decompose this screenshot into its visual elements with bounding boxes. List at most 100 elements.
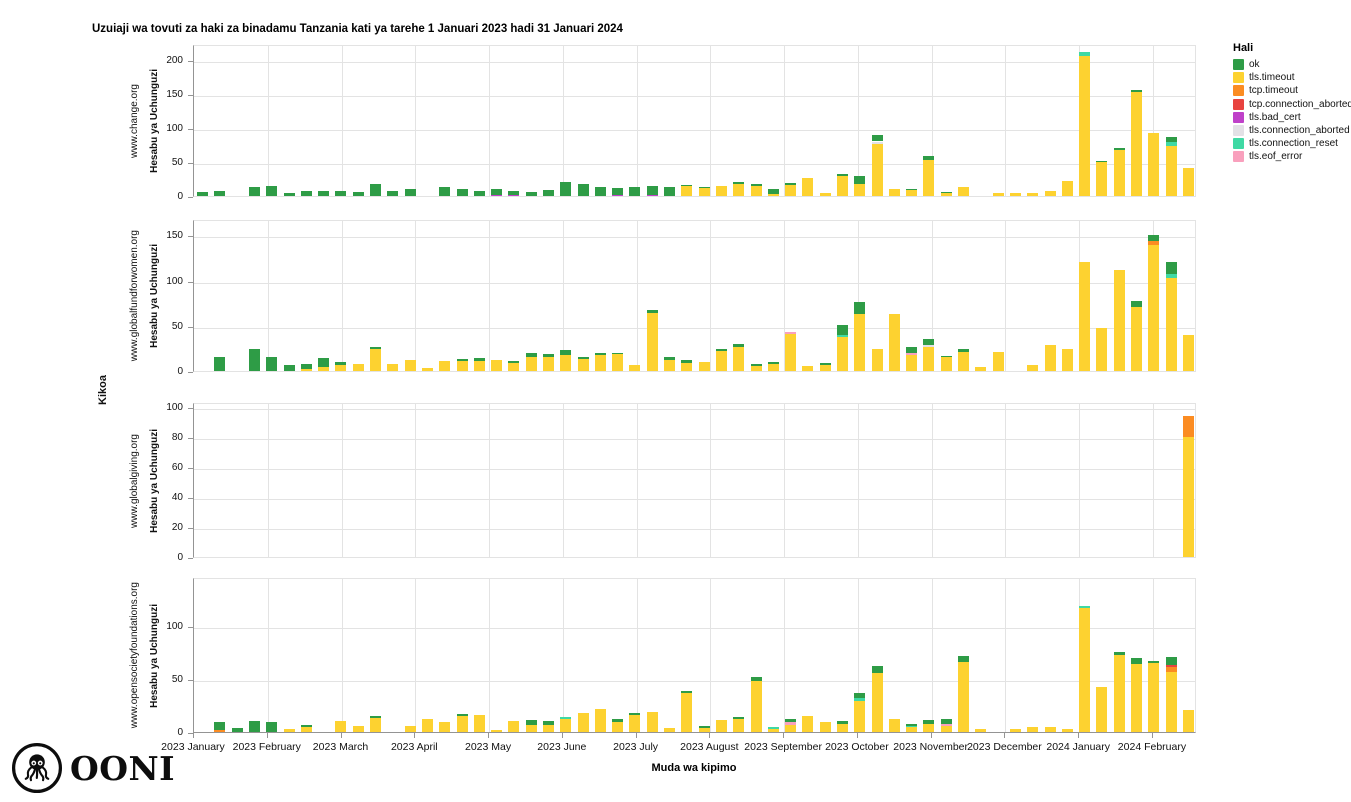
bar-segment-ok: [767, 361, 779, 364]
x-gridline: [636, 221, 638, 371]
bar-segment-ok: [456, 188, 468, 196]
bar-week-2023-10-01: [871, 349, 883, 371]
bar-week-2023-02-19: [318, 358, 330, 371]
bar-segment-tls.timeout: [421, 719, 433, 732]
legend-items: ok tls.timeout tcp.timeout tcp.connection_a…: [1233, 58, 1351, 164]
bar-segment-tls.timeout: [1165, 671, 1177, 732]
bar-segment-tls.bad_cert: [491, 194, 503, 196]
bar-week-2023-11-12: [975, 367, 987, 371]
y-gridline: [194, 468, 1195, 470]
bar-segment-ok: [543, 189, 554, 196]
x-gridline: [341, 404, 343, 557]
bar-week-2023-07-16: [681, 360, 693, 371]
bar-segment-tls.timeout: [767, 363, 779, 371]
bar-segment-tls.timeout: [1113, 149, 1125, 196]
bar-week-2023-12-03: [1027, 726, 1039, 732]
bar-segment-ok: [266, 357, 278, 371]
bar-segment-tls.timeout: [456, 716, 468, 732]
legend-swatch: [1233, 98, 1244, 110]
y-tick-mark: [188, 197, 193, 198]
y-tick-label: 50: [171, 320, 183, 332]
bar-week-2023-07-02: [646, 711, 658, 732]
bar-week-2023-01-01: [197, 191, 209, 196]
bar-week-2024-01-14: [1130, 301, 1142, 371]
bar-week-2024-01-07: [1113, 147, 1125, 196]
x-gridline: [489, 46, 491, 196]
facet-domain-label: www.opensocietyfoundations.org: [128, 582, 140, 729]
bar-segment-tls.timeout: [508, 362, 520, 371]
bar-week-2023-06-04: [577, 184, 589, 196]
bar-segment-tls.timeout: [1096, 161, 1108, 196]
y-tick-mark: [188, 437, 193, 439]
x-tick-mark: [1078, 733, 1080, 738]
bar-week-2023-11-19: [992, 352, 1004, 371]
x-tick-label: 2023 August: [680, 741, 739, 753]
bar-week-2023-09-24: [854, 692, 866, 732]
bar-segment-ok: [525, 191, 537, 196]
bar-segment-tls.timeout: [819, 364, 831, 371]
bar-week-2023-11-05: [958, 655, 970, 732]
bar-week-2023-09-17: [836, 173, 848, 196]
bar-segment-ok: [1148, 660, 1160, 663]
bar-week-2023-05-14: [525, 191, 537, 196]
x-gridline: [562, 46, 564, 196]
bar-segment-tls.timeout: [923, 723, 935, 732]
bar-week-2023-08-20: [767, 188, 779, 196]
bar-segment-ok: [543, 353, 554, 358]
plot-area: 0 50 100 150 200 www.change.org Hesabu ya Uchu…: [129, 45, 1196, 753]
bar-segment-ok: [370, 184, 382, 196]
bar-segment-tls.timeout: [473, 361, 485, 371]
bar-segment-ok: [646, 310, 658, 314]
bar-segment-tls.timeout: [940, 725, 952, 732]
bar-segment-ok: [370, 346, 382, 350]
legend-swatch: [1233, 138, 1244, 150]
bar-segment-tls.timeout: [906, 354, 918, 371]
bar-segment-tls.timeout: [750, 185, 762, 196]
bar-segment-ok: [698, 186, 710, 188]
bar-week-2023-08-13: [750, 363, 762, 371]
x-tick-label: 2023 October: [825, 741, 889, 753]
bar-week-2023-03-12: [370, 346, 382, 371]
legend-item: tls.connection_aborted: [1233, 124, 1351, 137]
y-tick-label: 20: [171, 521, 183, 533]
bar-segment-ok: [473, 358, 485, 362]
panel-y-axis-title-wrap: Hesabu ya Uchunguzi: [147, 578, 161, 733]
y-gridline: [194, 498, 1195, 500]
bar-segment-tls.timeout: [1044, 726, 1056, 732]
bar-week-2023-04-30: [491, 189, 503, 196]
bar-week-2023-05-21: [543, 189, 554, 196]
bar-segment-tls.bad_cert: [612, 194, 624, 196]
bar-segment-ok: [249, 187, 261, 196]
bar-segment-ok: [750, 676, 762, 682]
bar-segment-tls.timeout: [733, 347, 745, 371]
x-tick-label: 2023 May: [465, 741, 512, 753]
bar-segment-tls.timeout: [629, 364, 641, 371]
bar-segment-ok: [594, 352, 606, 355]
legend-swatch: [1233, 72, 1244, 84]
x-gridline: [710, 404, 712, 557]
bar-segment-tls.timeout: [767, 728, 779, 732]
bar-segment-ok: [836, 324, 848, 335]
bar-week-2024-01-28: [1165, 262, 1177, 371]
bar-segment-ok: [664, 356, 676, 361]
bar-week-2023-08-06: [733, 182, 745, 196]
bar-week-2023-04-09: [439, 187, 451, 196]
legend-label: tls.bad_cert: [1249, 111, 1301, 123]
bar-segment-tls.timeout: [1079, 262, 1091, 371]
bar-segment-ok: [370, 716, 382, 719]
bar-week-2023-02-26: [335, 361, 347, 371]
y-tick-mark: [188, 60, 193, 62]
bar-segment-ok: [681, 360, 693, 363]
x-gridline: [267, 579, 269, 732]
x-tick-mark: [340, 733, 342, 738]
bar-week-2023-07-16: [681, 690, 693, 732]
bar-week-2023-09-17: [836, 721, 848, 732]
bar-segment-ok: [1165, 262, 1177, 275]
bar-segment-ok: [318, 190, 330, 196]
bar-week-2023-12-31: [1096, 160, 1108, 196]
y-tick-mark: [188, 94, 193, 96]
legend-label: tcp.connection_aborted: [1249, 98, 1351, 110]
x-gridline: [710, 579, 712, 732]
legend-item: tls.timeout: [1233, 71, 1351, 84]
bar-week-2023-08-13: [750, 676, 762, 732]
